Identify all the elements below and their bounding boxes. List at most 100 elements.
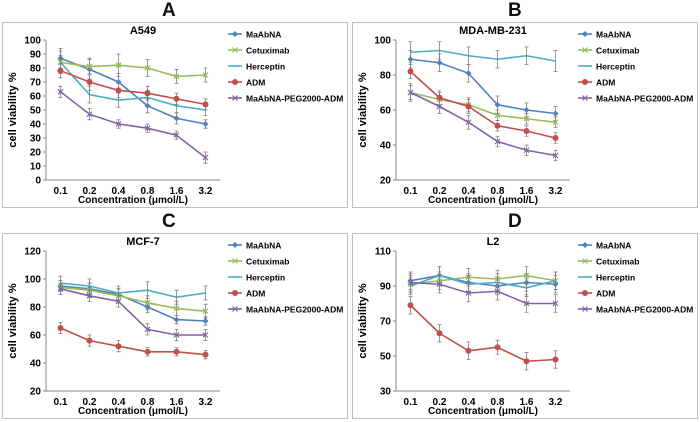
- x-axis-label: Concentration (μmol/L): [78, 195, 188, 206]
- y-tick-label: 80: [380, 71, 392, 82]
- legend-marker-maabna-peg2000-adm: [582, 95, 588, 101]
- data-point-maabna-peg2000-adm: [202, 332, 209, 338]
- error-bar: [466, 46, 471, 65]
- data-point-adm: [494, 122, 501, 129]
- x-tick-label: 0.4: [462, 397, 476, 408]
- x-tick-label: 3.2: [199, 397, 213, 408]
- x-tick-label: 0.1: [54, 397, 68, 408]
- series-line-maabna-peg2000-adm: [410, 281, 556, 305]
- y-tick-label: 30: [380, 387, 392, 398]
- chart-mcf-7: MCF-7 20 40 60 80 100 120 0.1 0.2 0.4 0.8 1.6 3.2 Con…: [2, 233, 348, 419]
- data-point-maabna-peg2000-adm: [115, 298, 122, 305]
- data-point-maabna-peg2000-adm: [115, 121, 122, 127]
- legend-marker-maabna-peg2000-adm: [582, 306, 588, 312]
- panel-letter-b: B: [508, 0, 522, 21]
- series-adm: [407, 296, 559, 371]
- x-tick-label: 1.6: [170, 397, 184, 408]
- y-tick-label: 90: [30, 50, 42, 61]
- legend-label-adm: ADM: [596, 78, 615, 88]
- data-point-maabna-peg2000-adm: [144, 125, 151, 132]
- data-point-adm: [407, 302, 414, 309]
- y-tick-label: 20: [30, 148, 42, 159]
- series-adm: [57, 322, 209, 360]
- y-tick-label: 30: [30, 134, 42, 145]
- data-point-adm: [115, 87, 122, 94]
- chart-mda-mb-231: MDA-MB-231 20 40 60 80 100 0.1 0.2 0.4 0.8 1.6 3.2 C…: [352, 22, 698, 208]
- x-tick-label: 0.8: [491, 186, 505, 197]
- data-point-maabna-peg2000-adm: [494, 138, 501, 145]
- legend-label-adm: ADM: [596, 289, 615, 299]
- data-point-adm: [57, 67, 64, 74]
- data-point-maabna-peg2000-adm: [552, 152, 559, 159]
- data-point-cetuximab: [144, 299, 151, 306]
- series-line-herceptin: [410, 49, 556, 62]
- legend-label-herceptin: Herceptin: [246, 62, 285, 72]
- y-tick-label: 80: [30, 303, 42, 314]
- y-tick-label: 40: [380, 141, 392, 152]
- data-point-cetuximab: [552, 119, 559, 126]
- data-point-maabna-peg2000-adm: [173, 132, 180, 139]
- data-point-maabna-peg2000-adm: [202, 154, 209, 161]
- error-bar: [553, 50, 558, 72]
- data-point-adm: [86, 79, 93, 85]
- legend-label-maabna-peg2000-adm: MaAbNA-PEG2000-ADM: [596, 305, 693, 315]
- data-point-cetuximab: [115, 62, 122, 69]
- series-line-herceptin: [410, 274, 556, 289]
- data-point-adm: [202, 101, 209, 108]
- data-point-maabna-peg2000-adm: [144, 326, 151, 333]
- legend-label-herceptin: Herceptin: [596, 62, 635, 72]
- series-line-maabna: [60, 57, 206, 125]
- data-point-cetuximab: [494, 112, 501, 119]
- data-point-adm: [552, 135, 559, 141]
- data-point-cetuximab: [523, 115, 530, 122]
- data-point-adm: [173, 95, 180, 102]
- data-point-adm: [465, 347, 472, 354]
- series-maabna: [407, 50, 559, 121]
- series-line-herceptin: [59, 61, 206, 111]
- data-point-maabna-peg2000-adm: [173, 332, 180, 338]
- legend-marker-maabna: [582, 242, 588, 248]
- data-point-cetuximab: [202, 308, 209, 315]
- chart-title: L2: [487, 236, 500, 248]
- legend-label-cetuximab: Cetuximab: [246, 257, 289, 267]
- series-line-cetuximab: [60, 286, 206, 312]
- series-adm: [57, 63, 209, 111]
- series-line-maabna: [410, 58, 556, 115]
- y-tick-label: 20: [30, 387, 42, 398]
- x-tick-label: 0.2: [433, 186, 447, 197]
- y-tick-label: 70: [30, 78, 42, 89]
- data-point-maabna-peg2000-adm: [407, 279, 414, 286]
- y-tick-label: 100: [24, 36, 41, 47]
- data-point-maabna-peg2000-adm: [465, 119, 472, 126]
- chart-title: MCF-7: [126, 236, 160, 248]
- chart-a549: A549 0 10 20 30 40 50 60 70 80 90 100 0.1 0.2 0.4 0.8 1.…: [2, 22, 348, 208]
- legend-label-maabna: MaAbNA: [596, 241, 631, 251]
- y-tick-label: 70: [380, 317, 392, 328]
- series-line-maabna: [410, 274, 556, 287]
- panel-letter-d: D: [508, 211, 522, 232]
- x-tick-label: 1.6: [170, 186, 184, 197]
- chart-frame: [2, 22, 348, 208]
- x-tick-label: 1.6: [520, 397, 534, 408]
- series-cetuximab: [57, 53, 209, 84]
- chart-frame: [352, 22, 698, 208]
- data-point-adm: [436, 330, 443, 337]
- series-maabna-peg2000-adm: [57, 85, 209, 164]
- data-point-maabna-peg2000-adm: [407, 89, 414, 96]
- y-tick-label: 20: [380, 176, 392, 187]
- legend-marker-adm: [232, 79, 238, 85]
- legend-marker-maabna: [232, 31, 238, 37]
- legend-marker-adm: [232, 290, 238, 296]
- panel-letter-c: C: [162, 211, 176, 232]
- data-point-maabna-peg2000-adm: [86, 292, 93, 299]
- data-point-cetuximab: [144, 65, 151, 71]
- error-bar: [553, 271, 558, 290]
- series-line-adm: [60, 70, 206, 106]
- legend-marker-adm: [582, 79, 588, 85]
- series-line-adm: [60, 327, 206, 356]
- x-axis-label: Concentration (μmol/L): [78, 406, 188, 417]
- chart-title: A549: [130, 25, 156, 37]
- y-axis-label: cell viability %: [357, 283, 369, 358]
- legend-marker-cetuximab: [582, 47, 588, 53]
